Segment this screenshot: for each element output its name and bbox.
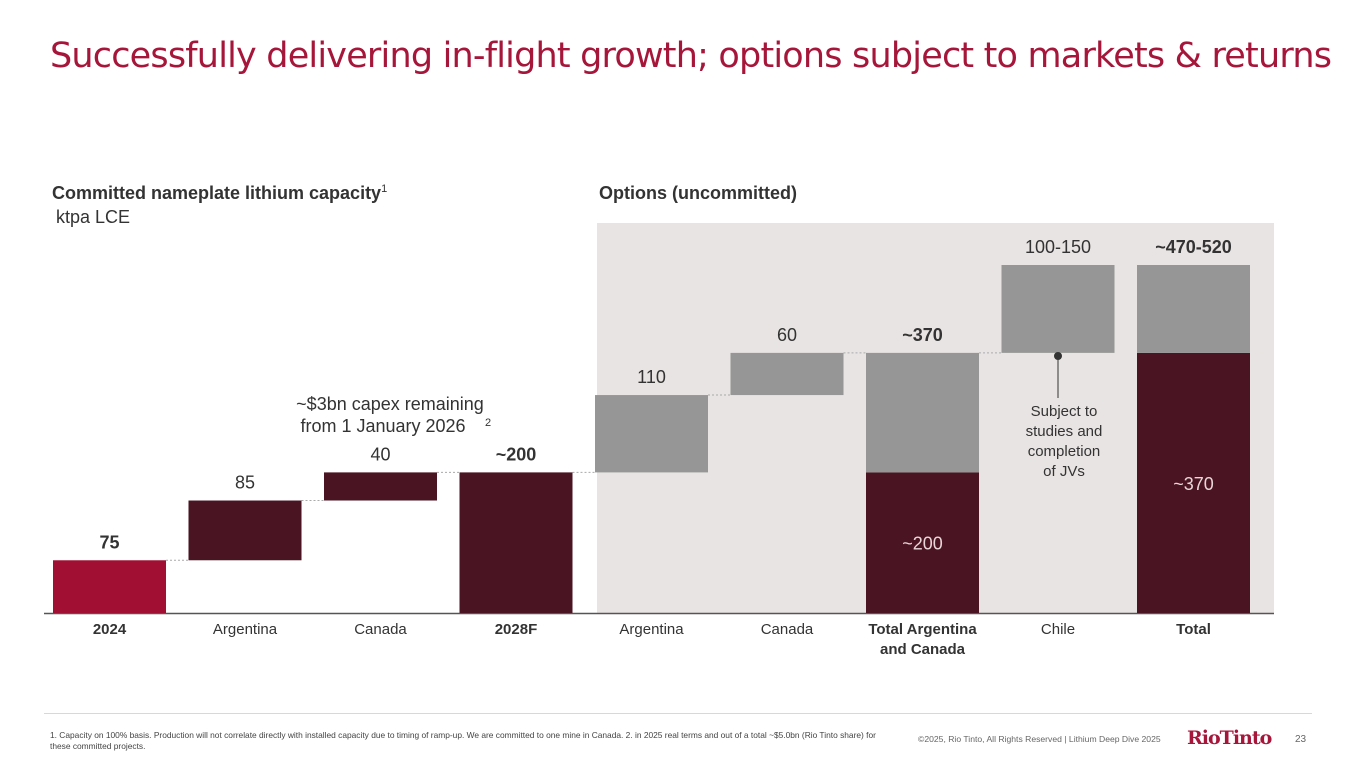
bar-segment-label: ~200	[902, 534, 943, 554]
bar	[53, 560, 166, 613]
x-tick-label: 2028F	[495, 621, 538, 638]
chile-note-line: studies and	[1026, 423, 1103, 440]
bar-value-label: 40	[370, 444, 390, 464]
capex-footnote-ref: 2	[485, 417, 491, 429]
footer-divider	[44, 713, 1312, 714]
bar-segment	[1137, 352, 1250, 613]
bar	[324, 472, 437, 501]
x-tick-label: Argentina	[619, 621, 684, 638]
bar-value-label: 60	[777, 325, 797, 345]
page-number: 23	[1295, 734, 1307, 745]
x-tick-label: Total Argentina	[868, 621, 977, 638]
x-tick-label: Canada	[354, 621, 407, 638]
bar	[188, 500, 302, 561]
x-tick-label: Total	[1176, 621, 1211, 638]
bar-value-label: ~470-520	[1155, 237, 1232, 257]
rio-tinto-logo: RioTinto	[1187, 727, 1272, 749]
options-heading: Options (uncommitted)	[599, 183, 797, 203]
footnote: 1. Capacity on 100% basis. Production wi…	[50, 730, 876, 751]
copyright-text: ©2025, Rio Tinto, All Rights Reserved | …	[918, 734, 1161, 744]
committed-heading-text: Committed nameplate lithium capacity	[52, 183, 382, 203]
slide-title: Successfully delivering in-flight growth…	[50, 36, 1332, 76]
bar-value-label: ~200	[496, 444, 537, 464]
bar	[730, 352, 844, 396]
bar-segment	[1137, 265, 1250, 353]
committed-heading: Committed nameplate lithium capacity1	[52, 183, 387, 204]
bar-value-label: 100-150	[1025, 237, 1091, 257]
bar	[1001, 265, 1115, 353]
unit-label: ktpa LCE	[56, 207, 131, 227]
capex-annotation-line: from 1 January 2026	[300, 416, 465, 436]
waterfall-chart: 75 85 40 ~200 110 60 ~200 ~370 100-150 ~370 ~470-5…	[44, 237, 1274, 658]
capex-annotation-line: ~$3bn capex remaining	[296, 394, 484, 414]
bar-segment-label: ~370	[1173, 474, 1214, 494]
committed-heading-footnote-ref: 1	[381, 183, 388, 195]
x-tick-label: and Canada	[880, 641, 966, 658]
chile-note-line: completion	[1028, 443, 1101, 460]
bar-value-label: 110	[637, 367, 666, 387]
x-tick-label: 2024	[93, 621, 127, 638]
x-tick-label: Argentina	[213, 621, 278, 638]
chile-note-line: Subject to	[1031, 403, 1098, 420]
bar	[595, 395, 708, 473]
bar-value-label: 75	[99, 532, 119, 552]
x-tick-label: Chile	[1041, 621, 1075, 638]
bar-value-label: 85	[235, 473, 255, 493]
chile-note-line: of JVs	[1043, 463, 1085, 480]
x-tick-label: Canada	[761, 621, 814, 638]
bar-segment	[866, 472, 979, 613]
bar-segment	[866, 352, 979, 473]
bar-value-label: ~370	[902, 325, 943, 345]
bar	[459, 472, 573, 613]
